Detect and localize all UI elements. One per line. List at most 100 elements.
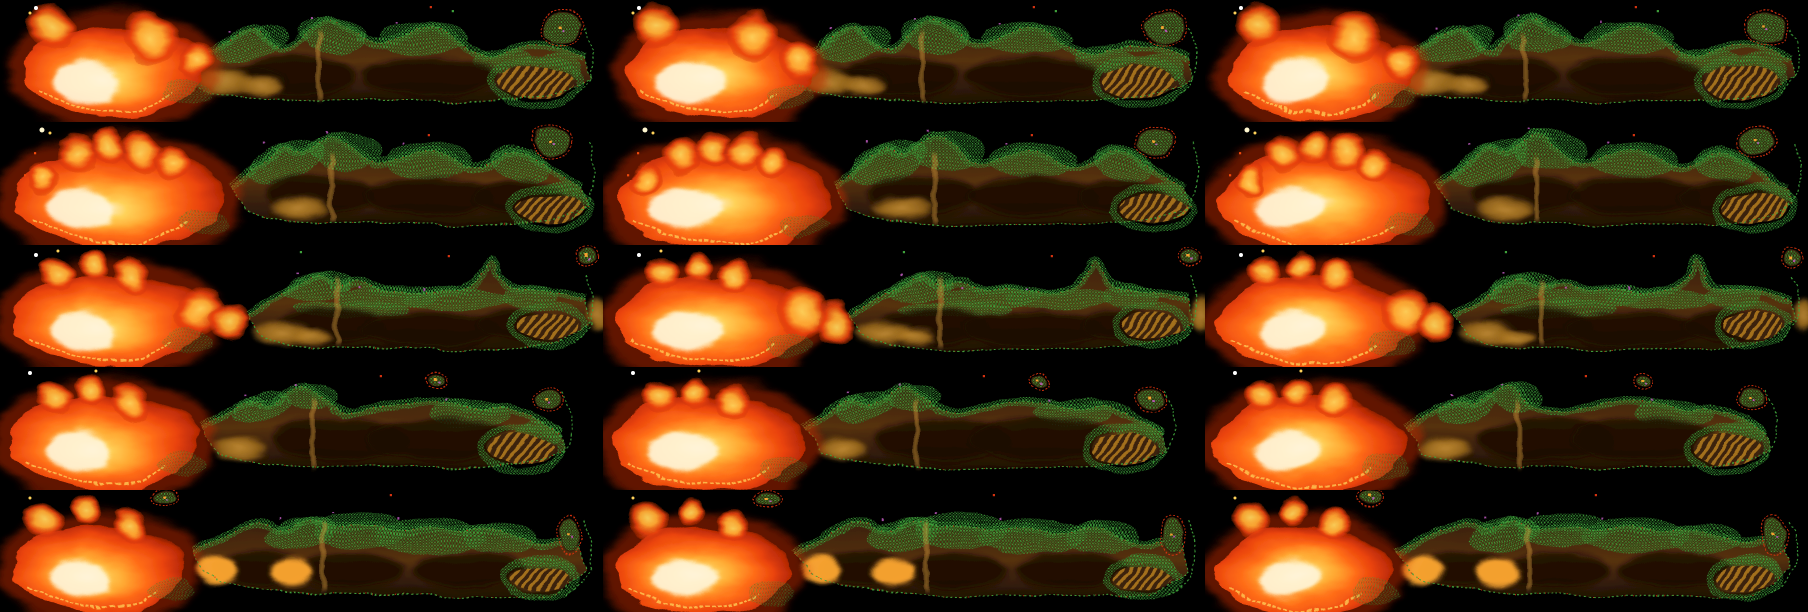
spark-dot bbox=[631, 496, 635, 500]
plume-layer bbox=[792, 511, 1196, 601]
plume-layer bbox=[831, 130, 1199, 234]
spark-dot bbox=[630, 371, 635, 376]
flame-panel-r1c2 bbox=[603, 0, 1206, 123]
stray-pixel bbox=[1595, 493, 1598, 496]
spark-dot bbox=[33, 252, 38, 257]
flame-head bbox=[602, 375, 819, 490]
plume-layer bbox=[1395, 511, 1798, 601]
flame-panel-r4c3 bbox=[1205, 367, 1808, 490]
flame-head bbox=[1213, 2, 1427, 123]
fragment-layer bbox=[1176, 247, 1200, 267]
fragment-layer bbox=[1355, 489, 1789, 556]
spark-dot bbox=[1233, 371, 1238, 376]
stray-pixel bbox=[1032, 6, 1035, 9]
flame-head bbox=[610, 2, 825, 123]
flame-render bbox=[0, 369, 573, 490]
plume-layer bbox=[848, 255, 1206, 351]
flame-render bbox=[0, 247, 603, 368]
flame-head bbox=[0, 129, 243, 245]
stray-pixel bbox=[379, 375, 382, 378]
fragment-layer bbox=[1779, 247, 1803, 267]
flame-render bbox=[1213, 2, 1800, 123]
stray-pixel bbox=[1229, 174, 1232, 177]
flame-panel-r5c3 bbox=[1205, 489, 1808, 612]
spark-dot bbox=[33, 6, 38, 11]
flame-render bbox=[1205, 489, 1798, 612]
spark-dot bbox=[1239, 252, 1244, 257]
fragment-layer bbox=[1141, 9, 1187, 47]
flame-head bbox=[602, 494, 805, 612]
flame-render bbox=[1205, 247, 1808, 368]
spark-dot bbox=[651, 131, 655, 135]
spark-dot bbox=[697, 369, 701, 373]
flame-render bbox=[8, 2, 595, 123]
flame-render bbox=[602, 369, 1176, 490]
spark-dot bbox=[27, 371, 32, 376]
spark-dot bbox=[28, 11, 32, 15]
stray-pixel bbox=[1239, 152, 1242, 155]
spark-dot bbox=[631, 11, 635, 15]
stray-pixel bbox=[902, 250, 905, 254]
spark-dot bbox=[1239, 6, 1244, 11]
plume-layer bbox=[1434, 130, 1801, 234]
fragment-layer bbox=[427, 372, 565, 412]
spark-dot bbox=[56, 249, 60, 253]
flame-panel-r3c2 bbox=[602, 245, 1206, 368]
stray-pixel bbox=[1635, 6, 1638, 9]
flame-panel-r4c2 bbox=[602, 367, 1206, 490]
plume-layer bbox=[768, 14, 1197, 109]
plume-layer bbox=[245, 255, 603, 351]
fragment-layer bbox=[150, 489, 584, 556]
flame-head bbox=[1205, 129, 1449, 245]
fragment-layer bbox=[753, 489, 1186, 556]
flame-head bbox=[602, 129, 846, 245]
flame-head bbox=[0, 375, 217, 490]
flame-head bbox=[1205, 249, 1458, 368]
stray-pixel bbox=[427, 134, 430, 137]
flame-panel-r4c1 bbox=[0, 367, 603, 490]
fragment-layer bbox=[539, 9, 585, 47]
stray-pixel bbox=[636, 152, 639, 155]
flame-panel-r2c3 bbox=[1205, 122, 1808, 245]
stray-pixel bbox=[1505, 250, 1508, 254]
flame-panel-r3c3 bbox=[1205, 245, 1808, 368]
stray-pixel bbox=[23, 174, 27, 177]
spark-dot bbox=[1233, 11, 1237, 15]
flame-render bbox=[610, 2, 1197, 123]
stray-pixel bbox=[1050, 254, 1053, 258]
spark-dot bbox=[1244, 127, 1250, 133]
flame-render bbox=[602, 489, 1196, 612]
stray-pixel bbox=[1657, 10, 1660, 13]
spark-dot bbox=[1233, 496, 1237, 500]
fragment-layer bbox=[1744, 9, 1790, 47]
plume-layer bbox=[802, 381, 1176, 476]
flame-render bbox=[602, 125, 1199, 245]
flame-panel-r5c1 bbox=[0, 489, 603, 612]
fragment-layer bbox=[1133, 125, 1175, 160]
spark-dot bbox=[28, 496, 32, 500]
stray-pixel bbox=[1633, 134, 1636, 137]
flame-panel-r2c2 bbox=[602, 122, 1206, 245]
spark-dot bbox=[39, 127, 45, 133]
fragment-layer bbox=[1736, 125, 1778, 160]
spark-dot bbox=[1299, 369, 1303, 373]
stray-pixel bbox=[299, 250, 303, 254]
flame-panel-r1c3 bbox=[1205, 0, 1808, 123]
flame-head bbox=[8, 2, 222, 123]
flame-head bbox=[0, 249, 252, 368]
spark-dot bbox=[642, 127, 648, 133]
flame-render bbox=[1205, 125, 1801, 245]
spark-dot bbox=[94, 369, 98, 373]
stray-pixel bbox=[626, 174, 629, 177]
flame-head bbox=[0, 494, 202, 612]
flame-head bbox=[602, 249, 855, 368]
flame-head bbox=[1205, 375, 1422, 490]
flame-render bbox=[0, 489, 593, 612]
fragment-layer bbox=[1029, 372, 1167, 412]
plume-layer bbox=[1450, 255, 1808, 351]
flame-head bbox=[1205, 494, 1408, 612]
stray-pixel bbox=[389, 493, 392, 496]
spark-dot bbox=[659, 249, 663, 253]
stray-pixel bbox=[1653, 254, 1656, 258]
